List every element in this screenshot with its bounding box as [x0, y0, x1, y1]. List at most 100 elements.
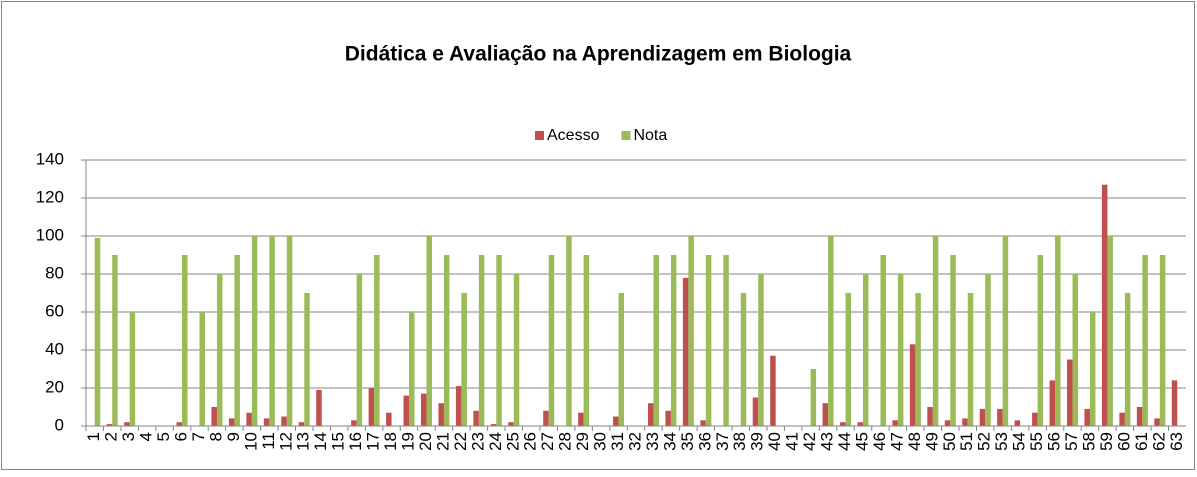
- x-tick-label: 62: [1149, 432, 1168, 451]
- bar: [403, 395, 410, 426]
- bar: [1142, 255, 1148, 426]
- x-tick-label: 8: [206, 432, 225, 441]
- bar: [356, 274, 363, 426]
- bar: [216, 274, 223, 426]
- bar: [1032, 412, 1038, 426]
- x-tick-label: 9: [224, 432, 243, 441]
- bar: [1072, 274, 1079, 426]
- x-tick-label: 1: [84, 432, 103, 441]
- chart-title: Didática e Avaliação na Aprendizagem em …: [345, 43, 852, 66]
- bar: [234, 255, 240, 426]
- bar: [543, 410, 549, 426]
- x-tick-label: 46: [870, 432, 889, 451]
- x-tick-label: 31: [608, 432, 627, 451]
- bar: [740, 293, 747, 426]
- bar: [368, 388, 375, 426]
- bar: [94, 237, 101, 426]
- bar: [752, 397, 759, 426]
- x-tick-label: 22: [451, 432, 470, 451]
- bar: [700, 420, 706, 426]
- x-tick-label: 19: [399, 432, 418, 451]
- x-tick-label: 28: [556, 432, 575, 451]
- x-tick-label: 5: [154, 432, 173, 441]
- bar: [979, 408, 986, 426]
- x-tick-label: 37: [713, 432, 732, 451]
- bar: [1014, 420, 1021, 426]
- x-tick-label: 35: [678, 432, 697, 451]
- bar: [578, 412, 584, 426]
- x-tick-label: 61: [1132, 432, 1151, 451]
- x-tick-label: 10: [241, 432, 260, 451]
- bar: [438, 403, 444, 426]
- x-tick-label: 49: [922, 432, 941, 451]
- bar: [1084, 408, 1090, 426]
- x-tick-label: 17: [364, 432, 383, 451]
- bar: [455, 386, 462, 426]
- y-tick-label: 20: [45, 377, 64, 396]
- bar: [1171, 380, 1178, 426]
- bar: [909, 344, 916, 426]
- bar: [443, 255, 450, 426]
- x-tick-label: 3: [119, 432, 138, 441]
- x-tick-label: 24: [486, 432, 505, 451]
- bar: [211, 407, 217, 426]
- x-tick-label: 55: [1027, 432, 1046, 451]
- bar: [1089, 312, 1096, 426]
- x-tick-label: 30: [591, 432, 610, 451]
- legend-label: Nota: [633, 127, 667, 144]
- bar: [286, 236, 293, 426]
- bar: [950, 255, 956, 426]
- x-tick-label: 59: [1097, 432, 1116, 451]
- bar: [263, 418, 270, 426]
- bar: [1101, 184, 1108, 426]
- bar: [857, 422, 863, 426]
- x-tick-label: 12: [276, 432, 295, 451]
- bar: [705, 255, 712, 426]
- bar: [892, 420, 898, 426]
- bar: [566, 236, 572, 426]
- bar: [932, 236, 939, 426]
- bar: [1119, 412, 1125, 426]
- bar: [246, 412, 252, 426]
- bar: [426, 236, 432, 426]
- bar: [688, 236, 694, 426]
- legend-swatch: [621, 131, 631, 140]
- bar: [409, 312, 415, 426]
- bar: [496, 255, 502, 426]
- x-tick-label: 47: [887, 432, 906, 451]
- x-tick-label: 51: [957, 432, 976, 451]
- x-tick-label: 7: [189, 432, 208, 441]
- bar: [112, 255, 118, 426]
- x-tick-label: 57: [1062, 432, 1081, 451]
- x-tick-label: 50: [940, 432, 959, 451]
- bar: [420, 393, 427, 426]
- bar: [281, 416, 287, 426]
- bar: [1055, 236, 1061, 426]
- x-tick-label: 48: [905, 432, 924, 451]
- bar: [583, 255, 590, 426]
- bar: [269, 236, 275, 426]
- bar: [862, 274, 869, 426]
- x-tick-label: 34: [660, 432, 679, 451]
- x-tick-label: 15: [329, 432, 348, 451]
- x-tick-label: 41: [783, 432, 802, 451]
- bar: [653, 255, 659, 426]
- x-tick-label: 16: [346, 432, 365, 451]
- y-tick-label: 40: [45, 339, 64, 358]
- bar: [840, 422, 846, 426]
- x-tick-label: 32: [625, 432, 644, 451]
- bar: [647, 403, 654, 426]
- x-tick-label: 14: [311, 432, 330, 451]
- bar: [473, 410, 479, 426]
- legend-swatch: [535, 131, 544, 140]
- x-tick-label: 25: [503, 432, 522, 451]
- y-tick-label: 120: [36, 187, 64, 206]
- bar: [182, 255, 188, 426]
- x-tick-label: 29: [573, 432, 592, 451]
- y-tick-label: 0: [55, 415, 64, 434]
- bar: [316, 389, 322, 426]
- bar: [124, 422, 130, 426]
- x-tick-label: 26: [521, 432, 540, 451]
- bar: [670, 255, 677, 426]
- bar: [1067, 359, 1073, 426]
